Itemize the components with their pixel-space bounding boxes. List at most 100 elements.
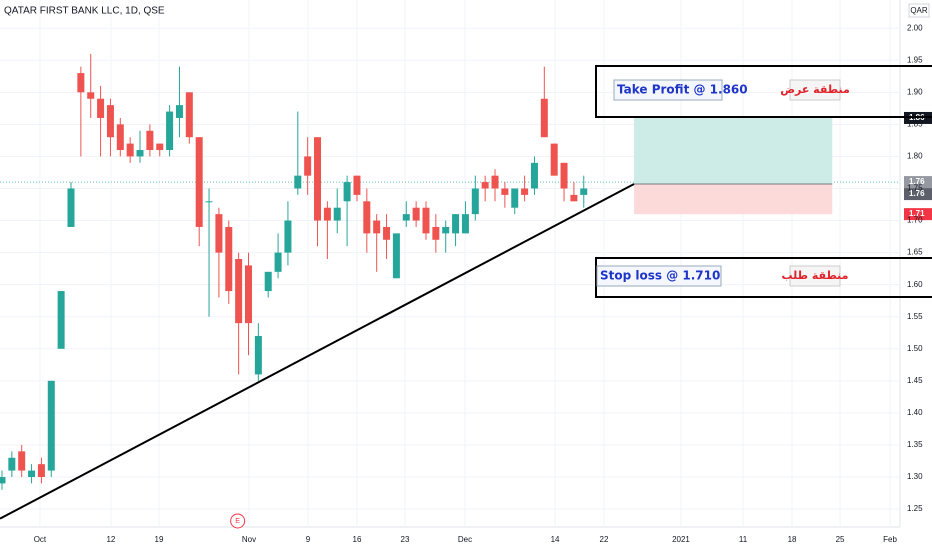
candle-body (57, 291, 65, 349)
candle-body (37, 464, 45, 477)
take-profit-text: Take Profit @ 1.860 (617, 83, 748, 97)
price-label-box (904, 176, 932, 189)
candle-body (215, 214, 223, 253)
candle-body (146, 130, 154, 151)
candle-body (491, 175, 499, 189)
x-tick-label: 18 (788, 535, 797, 544)
target-zone (634, 117, 833, 185)
candle-body (156, 143, 164, 151)
candle-body (0, 476, 6, 484)
x-tick-label: 22 (600, 535, 609, 544)
candle-body (284, 220, 292, 253)
y-tick-label: 1.55 (907, 312, 923, 321)
x-tick-label: 11 (739, 535, 748, 544)
candle-body (67, 188, 75, 227)
candle-body (195, 137, 203, 227)
candle-body (116, 124, 124, 151)
candle-body (452, 214, 460, 234)
candle-body (530, 162, 538, 189)
y-tick-label: 1.30 (907, 472, 923, 481)
stop-loss-text: Stop loss @ 1.710 (600, 269, 720, 283)
y-tick-label: 1.50 (907, 344, 923, 353)
candle-body (136, 150, 144, 157)
price-label: 1.71 (909, 209, 925, 218)
y-tick-label: 1.65 (907, 248, 923, 257)
candle-body (461, 214, 469, 234)
candle-body (106, 105, 114, 138)
price-label: 1.76 (909, 177, 925, 186)
candles (0, 53, 588, 490)
candle-body (47, 380, 55, 471)
supply-zone-text: منطقة عرض (780, 83, 850, 96)
candle-body (343, 182, 351, 202)
candle-body (550, 143, 558, 176)
candle-body (254, 335, 262, 375)
candle-body (442, 226, 450, 234)
x-tick-label: 2021 (672, 535, 690, 544)
candle-body (353, 175, 361, 195)
earnings-label: E (235, 518, 240, 525)
candle-body (77, 73, 85, 93)
demand-zone-label-box (789, 265, 841, 287)
supply-zone-label-box (789, 79, 841, 101)
take-profit-box (595, 65, 932, 118)
candle-body (412, 207, 420, 221)
y-tick-label: 1.35 (907, 440, 923, 449)
candle-body (373, 220, 381, 234)
price-label-box (904, 188, 932, 201)
y-tick-label: 1.95 (907, 55, 923, 64)
chart-title: QATAR FIRST BANK LLC, 1D, QSE (4, 6, 165, 17)
y-tick-label: 1.40 (907, 408, 923, 417)
candle-body (274, 252, 282, 272)
candle-body (392, 233, 400, 279)
x-tick-label: 14 (551, 535, 560, 544)
currency-box (908, 3, 930, 18)
candle-body (540, 98, 548, 138)
candle-body (570, 194, 578, 202)
candle-body (580, 188, 588, 195)
y-tick-label: 1.45 (907, 376, 923, 385)
candle-body (97, 98, 105, 118)
x-tick-label: 25 (836, 535, 845, 544)
x-tick-label: 19 (155, 535, 164, 544)
price-label-box (904, 208, 932, 221)
candle-body (87, 92, 95, 99)
x-tick-label: Nov (242, 535, 256, 544)
y-tick-label: 1.85 (907, 119, 923, 128)
candle-body (314, 137, 322, 221)
candle-body (422, 207, 430, 234)
x-tick-label: Oct (34, 535, 47, 544)
x-tick-label: Feb (883, 535, 897, 544)
position-tool (634, 117, 833, 215)
candle-body (126, 143, 134, 157)
candle-body (264, 271, 272, 292)
candle-body (8, 457, 16, 471)
candle-body (235, 259, 243, 324)
candle-body (304, 156, 312, 176)
candle-body (481, 182, 489, 189)
stop-zone (634, 184, 833, 215)
candle-body (244, 265, 252, 324)
y-tick-label: 1.80 (907, 152, 923, 161)
take-profit-label-box (613, 79, 723, 101)
x-tick-label: 23 (401, 535, 410, 544)
currency: QAR (910, 6, 928, 15)
candle-body (166, 111, 174, 151)
candle-body (205, 201, 213, 203)
candle-body (18, 451, 26, 471)
candle-body (383, 226, 391, 240)
x-tick-label: 12 (106, 535, 115, 544)
stop-loss-label-box (596, 265, 722, 287)
candle-body (333, 207, 341, 221)
candle-body (402, 214, 410, 221)
y-tick-label: 1.70 (907, 216, 923, 225)
y-tick-label: 1.25 (907, 504, 923, 513)
y-tick-label: 2.00 (907, 23, 923, 32)
trendline (0, 183, 635, 520)
x-tick-label: Dec (458, 535, 472, 544)
x-tick-label: 9 (306, 535, 311, 544)
candle-body (28, 470, 36, 477)
demand-zone-text: منطقة طلب (782, 269, 849, 282)
